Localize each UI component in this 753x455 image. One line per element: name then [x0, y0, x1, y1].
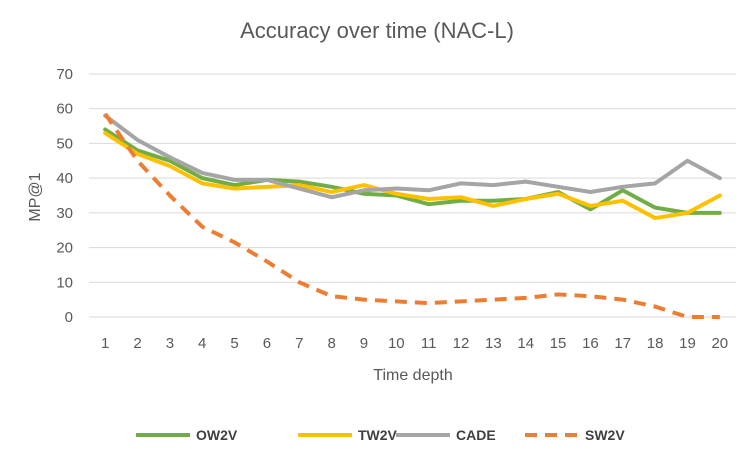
x-tick-label: 15	[550, 335, 567, 352]
chart-title: Accuracy over time (NAC-L)	[240, 18, 514, 43]
x-tick-label: 2	[133, 335, 141, 352]
y-tick-label: 20	[56, 240, 73, 257]
legend-label-cade: CADE	[456, 427, 496, 443]
x-tick-label: 7	[295, 335, 303, 352]
series-line-ow2v	[103, 127, 722, 215]
gridlines	[89, 73, 736, 318]
y-tick-label: 60	[56, 101, 73, 118]
legend-label-sw2v: SW2V	[585, 427, 625, 443]
y-axis-label: MP@1	[27, 172, 44, 221]
x-tick-label: 17	[614, 335, 631, 352]
y-tick-label: 0	[65, 309, 73, 326]
x-tick-label: 8	[327, 335, 335, 352]
series-line-sw2v	[103, 112, 720, 319]
x-tick-label: 20	[711, 335, 728, 352]
y-tick-label: 10	[56, 274, 73, 291]
series-line-cade	[103, 113, 722, 200]
series-line-tw2v	[103, 131, 722, 221]
x-tick-label: 19	[679, 335, 696, 352]
x-axis-ticks: 1 2 3 4 5 6 7 8 9 10 11 12 13 14 15 16 17 18 19 20	[101, 335, 728, 352]
legend-label-tw2v: TW2V	[358, 427, 398, 443]
y-axis-ticks: 0 10 20 30 40 50 60 70	[56, 66, 73, 326]
x-tick-label: 13	[485, 335, 502, 352]
y-tick-label: 50	[56, 135, 73, 152]
x-tick-label: 10	[388, 335, 405, 352]
x-tick-label: 1	[101, 335, 109, 352]
x-tick-label: 5	[230, 335, 238, 352]
y-tick-label: 70	[56, 66, 73, 83]
series-lines	[103, 112, 722, 319]
legend-label-ow2v: OW2V	[196, 427, 238, 443]
x-tick-label: 6	[263, 335, 271, 352]
x-tick-label: 18	[647, 335, 664, 352]
x-tick-label: 16	[582, 335, 599, 352]
x-axis-label: Time depth	[373, 367, 452, 384]
x-tick-label: 14	[517, 335, 534, 352]
x-tick-label: 3	[166, 335, 174, 352]
x-tick-label: 11	[421, 335, 437, 352]
x-tick-label: 12	[453, 335, 470, 352]
x-tick-label: 4	[198, 335, 206, 352]
y-tick-label: 40	[56, 170, 73, 187]
legend: OW2V TW2V CADE SW2V	[136, 427, 625, 443]
x-tick-label: 9	[360, 335, 368, 352]
y-tick-label: 30	[56, 205, 73, 222]
